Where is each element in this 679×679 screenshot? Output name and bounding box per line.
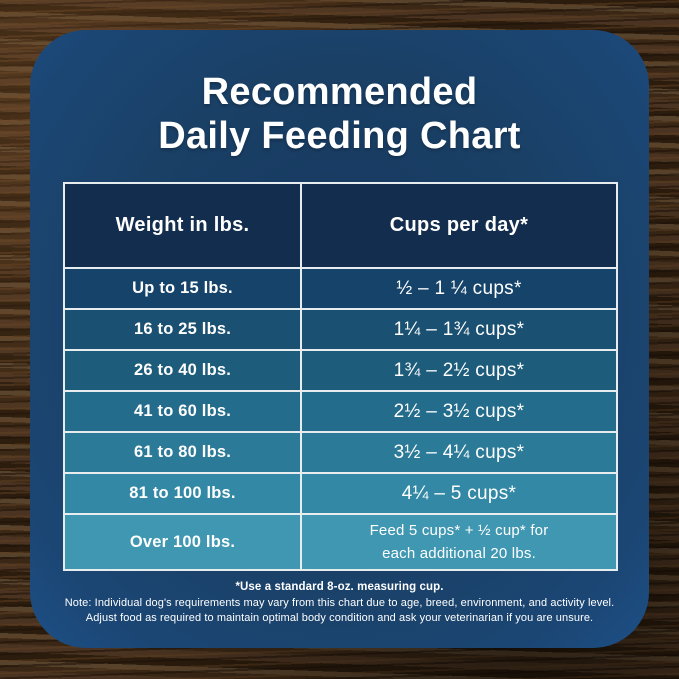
weight-cell: 41 to 60 lbs.	[63, 390, 302, 433]
weight-cell: Over 100 lbs.	[63, 513, 302, 571]
feeding-table-wrap: Weight in lbs. Cups per day* Up to 15 lb…	[63, 182, 618, 571]
cups-cell: 4¼ – 5 cups*	[300, 472, 618, 515]
table-row: Over 100 lbs. Feed 5 cups* + ½ cup* for e…	[63, 513, 618, 571]
cups-cell: 1¾ – 2½ cups*	[300, 349, 618, 392]
page-title: Recommended Daily Feeding Chart	[30, 70, 649, 159]
feeding-table: Weight in lbs. Cups per day* Up to 15 lb…	[63, 182, 618, 571]
table-row: 61 to 80 lbs. 3½ – 4¼ cups*	[63, 431, 618, 474]
cups-cell: 2½ – 3½ cups*	[300, 390, 618, 433]
table-header-row: Weight in lbs. Cups per day*	[63, 182, 618, 269]
note-line-2: Adjust food as required to maintain opti…	[85, 612, 594, 624]
cups-cell: Feed 5 cups* + ½ cup* for each additional…	[300, 513, 618, 571]
cups-cell: ½ – 1 ¼ cups*	[300, 267, 618, 310]
weight-cell: 81 to 100 lbs.	[63, 472, 302, 515]
weight-cell: 61 to 80 lbs.	[63, 431, 302, 474]
feeding-chart-card: Recommended Daily Feeding Chart Weight in…	[30, 30, 649, 648]
col-header-weight: Weight in lbs.	[63, 182, 302, 269]
table-row: Up to 15 lbs. ½ – 1 ¼ cups*	[63, 267, 618, 310]
weight-cell: 16 to 25 lbs.	[63, 308, 302, 351]
page-title-line-1: Recommended	[201, 71, 478, 113]
table-row: 41 to 60 lbs. 2½ – 3½ cups*	[63, 390, 618, 433]
cups-cell: 3½ – 4¼ cups*	[300, 431, 618, 474]
page-title-line-2: Daily Feeding Chart	[158, 115, 521, 158]
table-row: 81 to 100 lbs. 4¼ – 5 cups*	[63, 472, 618, 515]
table-row: 26 to 40 lbs. 1¾ – 2½ cups*	[63, 349, 618, 392]
cups-cell: 1¼ – 1¾ cups*	[300, 308, 618, 351]
cups-cell-line-2: each additional 20 lbs.	[382, 545, 536, 562]
measuring-cup-note: *Use a standard 8-oz. measuring cup.	[235, 581, 444, 593]
table-row: 16 to 25 lbs. 1¼ – 1¾ cups*	[63, 308, 618, 351]
cups-cell-line-1: Feed 5 cups* + ½ cup* for	[369, 521, 549, 539]
weight-cell: Up to 15 lbs.	[63, 267, 302, 310]
col-header-cups: Cups per day*	[300, 182, 618, 269]
note-line-1: Note: Individual dog's requirements may …	[64, 597, 615, 609]
footnotes: *Use a standard 8-oz. measuring cup. Not…	[30, 581, 649, 626]
weight-cell: 26 to 40 lbs.	[63, 349, 302, 392]
